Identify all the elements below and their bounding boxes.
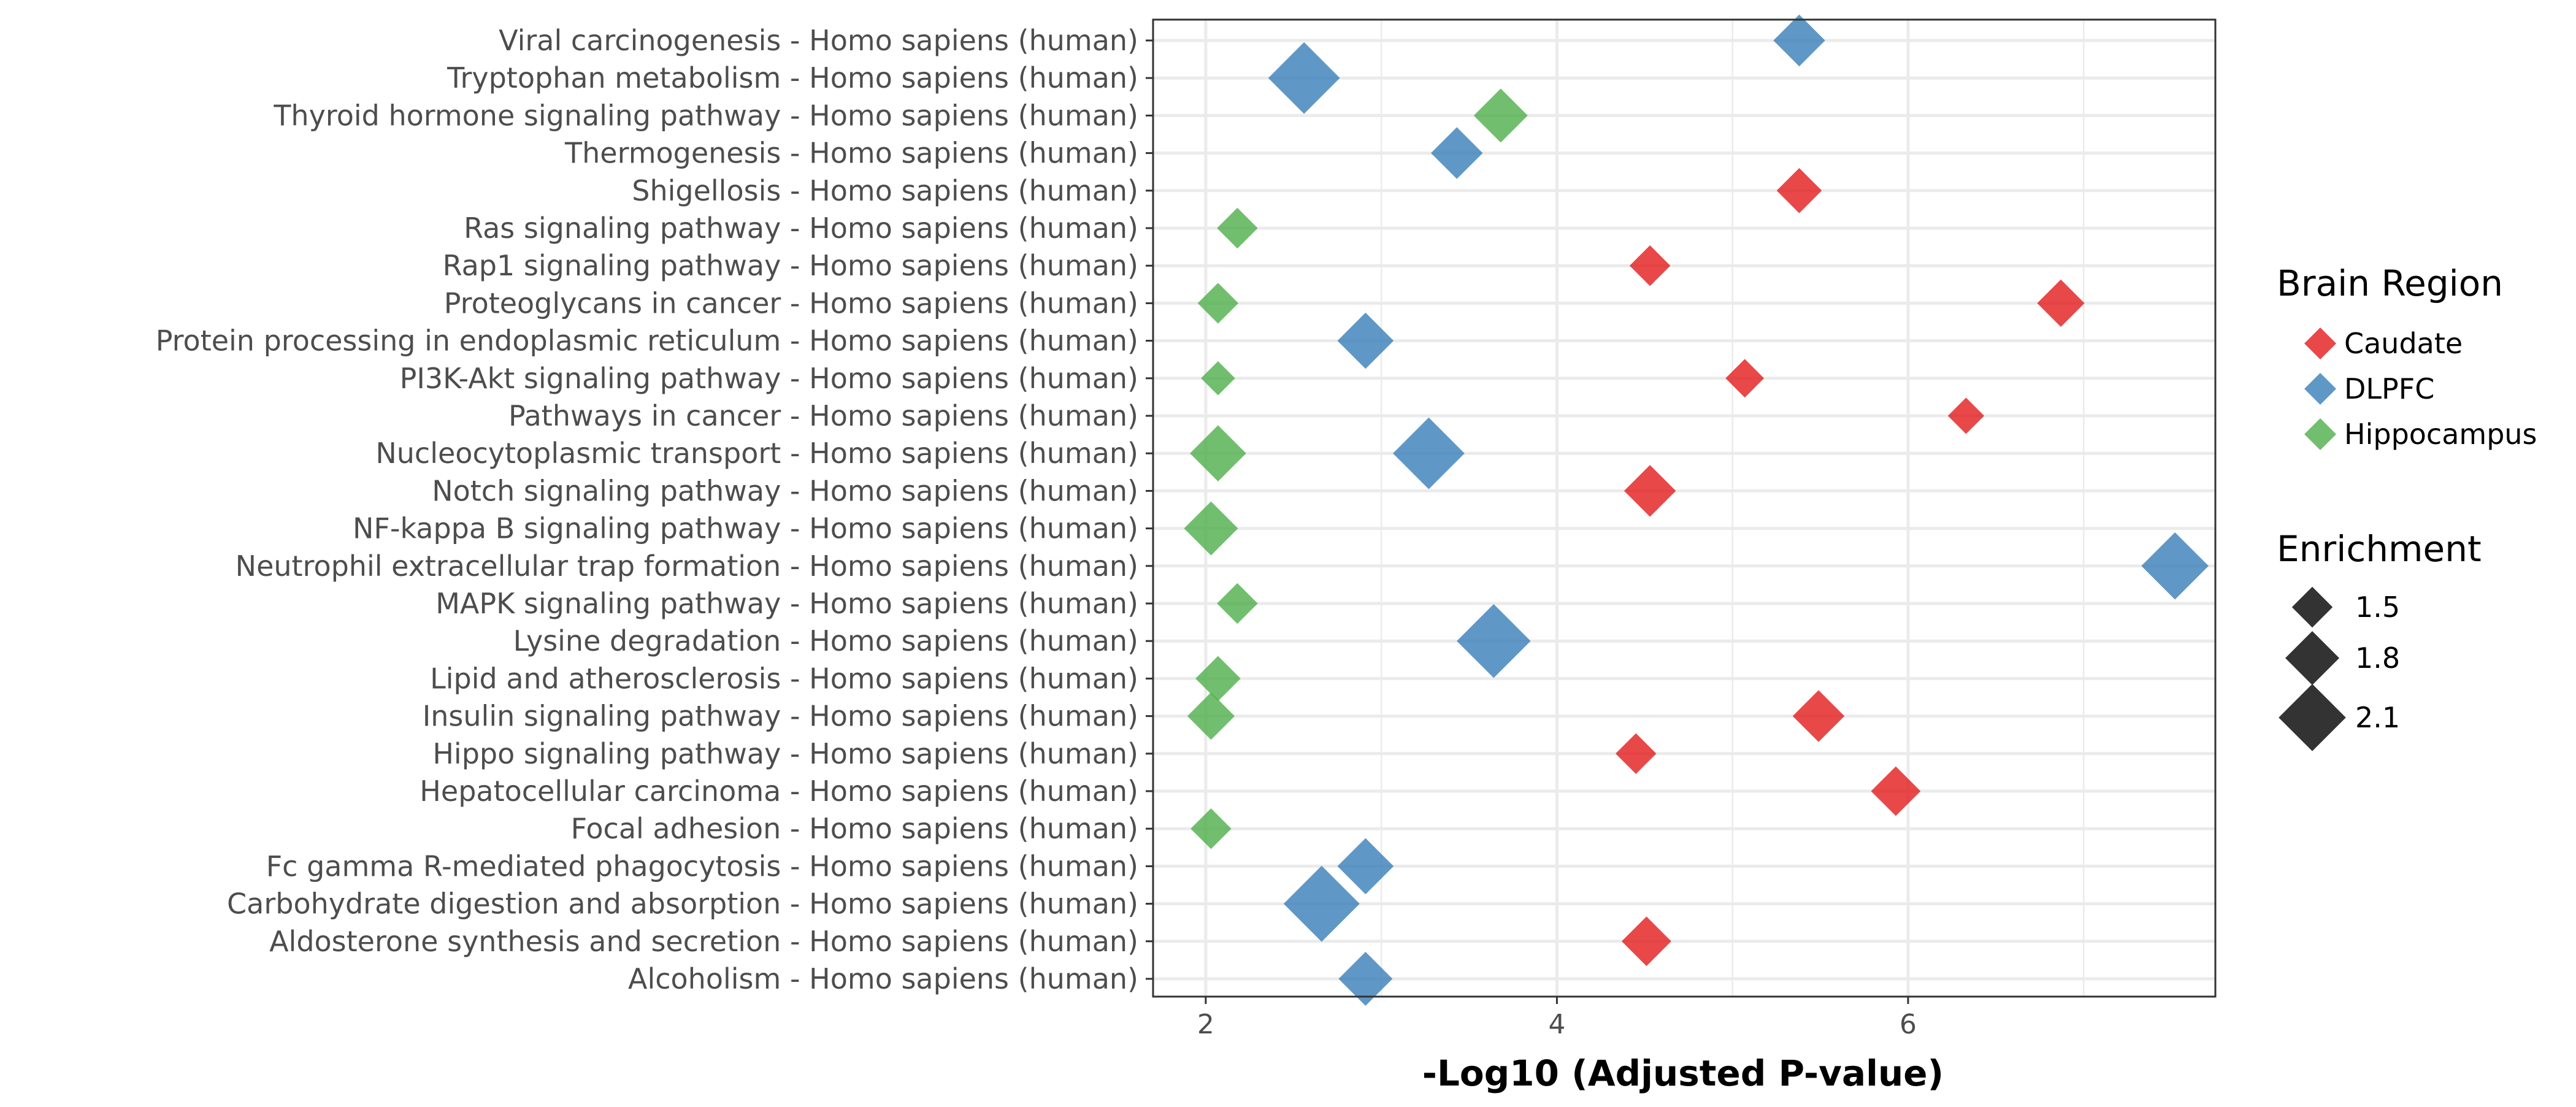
data-point-caudate xyxy=(1622,916,1671,967)
data-point-caudate xyxy=(1725,359,1765,398)
data-point-hippocampus xyxy=(1201,361,1235,396)
y-tick-label: Insulin signaling pathway - Homo sapiens… xyxy=(423,700,1138,733)
x-tick-label: 6 xyxy=(1899,1009,1917,1040)
data-point-dlpfc xyxy=(1337,312,1394,369)
y-tick-label: Aldosterone synthesis and secretion - Ho… xyxy=(269,925,1138,958)
data-point-hippocampus xyxy=(1190,425,1246,481)
data-point-hippocampus xyxy=(1187,692,1235,740)
x-tick-label: 4 xyxy=(1548,1009,1565,1040)
legend-key-hippocampus xyxy=(2304,418,2336,450)
data-point-caudate xyxy=(1871,766,1921,816)
data-point-caudate xyxy=(2037,279,2085,327)
panel-border xyxy=(1152,18,2217,998)
data-point-dlpfc xyxy=(1268,42,1340,114)
legend-key-caudate xyxy=(2304,328,2336,359)
y-tick-label: Fc gamma R-mediated phagocytosis - Homo … xyxy=(266,849,1138,883)
data-point-caudate xyxy=(1629,245,1671,286)
legend-size-label: 1.8 xyxy=(2355,642,2400,675)
data-point-dlpfc xyxy=(1338,952,1393,1006)
y-tick-label: MAPK signaling pathway - Homo sapiens (h… xyxy=(435,587,1138,620)
y-tick-label: Shigellosis - Homo sapiens (human) xyxy=(632,174,1138,207)
legend-size-label: 1.5 xyxy=(2355,591,2400,624)
data-points xyxy=(1184,14,2209,1006)
legend-size-key xyxy=(2285,631,2339,685)
legend-size-key xyxy=(2291,586,2333,628)
y-tick-label: Lipid and atherosclerosis - Homo sapiens… xyxy=(430,662,1138,695)
x-axis-ticks: 2 4 6 xyxy=(1197,997,1917,1040)
y-tick-label: Alcoholism - Homo sapiens (human) xyxy=(628,962,1138,995)
data-point-hippocampus xyxy=(1473,88,1528,143)
y-tick-label: Focal adhesion - Homo sapiens (human) xyxy=(571,812,1138,845)
data-point-hippocampus xyxy=(1195,656,1241,702)
y-tick-label: PI3K-Akt signaling pathway - Homo sapien… xyxy=(400,362,1138,395)
data-point-hippocampus xyxy=(1217,583,1258,624)
data-point-dlpfc xyxy=(2141,532,2209,600)
y-tick-label: Nucleocytoplasmic transport - Homo sapie… xyxy=(375,437,1138,470)
legend-size-key xyxy=(2279,684,2346,751)
plot-panel xyxy=(1153,20,2215,997)
panel-background xyxy=(1153,20,2215,997)
y-tick-label: Rap1 signaling pathway - Homo sapiens (h… xyxy=(443,249,1138,282)
legend-key-dlpfc xyxy=(2304,373,2336,405)
legend-label-hippocampus: Hippocampus xyxy=(2344,418,2537,451)
grid-lines xyxy=(1153,20,2215,997)
data-point-dlpfc xyxy=(1283,865,1360,942)
data-point-caudate xyxy=(1616,733,1657,774)
y-tick-label: Tryptophan metabolism - Homo sapiens (hu… xyxy=(447,61,1138,94)
data-point-hippocampus xyxy=(1197,283,1239,324)
y-tick-label: Notch signaling pathway - Homo sapiens (… xyxy=(432,474,1138,507)
legend-brain-region: Brain Region Caudate DLPFC Hippocampus xyxy=(2277,262,2537,451)
data-point-hippocampus xyxy=(1184,501,1238,556)
y-axis-labels: Viral carcinogenesis - Homo sapiens (hum… xyxy=(156,24,1153,995)
x-tick-label: 2 xyxy=(1197,1009,1214,1040)
y-tick-label: Ras signaling pathway - Homo sapiens (hu… xyxy=(464,212,1138,245)
y-tick-label: Hippo signaling pathway - Homo sapiens (… xyxy=(432,737,1138,770)
data-point-dlpfc xyxy=(1337,838,1394,895)
legend-enrichment: Enrichment 1.5 1.8 2.1 xyxy=(2277,528,2482,751)
y-tick-label: Lysine degradation - Homo sapiens (human… xyxy=(513,624,1138,657)
y-tick-label: Proteoglycans in cancer - Homo sapiens (… xyxy=(444,286,1138,320)
data-point-caudate xyxy=(1776,168,1822,213)
legend-size-label: 2.1 xyxy=(2355,701,2400,734)
legend-enrichment-title: Enrichment xyxy=(2277,528,2482,570)
y-tick-label: Carbohydrate digestion and absorption - … xyxy=(227,887,1138,921)
y-tick-label: Protein processing in endoplasmic reticu… xyxy=(156,324,1138,358)
data-point-caudate xyxy=(1623,465,1676,517)
y-tick-label: Thyroid hormone signaling pathway - Homo… xyxy=(273,99,1138,132)
y-tick-label: Hepatocellular carcinoma - Homo sapiens … xyxy=(420,775,1138,808)
data-point-dlpfc xyxy=(1431,127,1483,179)
data-point-dlpfc xyxy=(1773,14,1825,67)
legend-label-caudate: Caudate xyxy=(2344,327,2463,360)
y-tick-label: Pathways in cancer - Homo sapiens (human… xyxy=(508,399,1138,432)
y-tick-label: Neutrophil extracellular trap formation … xyxy=(236,550,1138,583)
data-point-caudate xyxy=(1792,690,1845,742)
legend-brain-region-title: Brain Region xyxy=(2277,262,2503,304)
data-point-dlpfc xyxy=(1457,604,1531,678)
y-tick-label: Thermogenesis - Homo sapiens (human) xyxy=(564,137,1138,170)
y-tick-label: NF-kappa B signaling pathway - Homo sapi… xyxy=(353,512,1138,545)
y-tick-label: Viral carcinogenesis - Homo sapiens (hum… xyxy=(499,24,1138,57)
data-point-caudate xyxy=(1947,397,1985,434)
data-point-hippocampus xyxy=(1217,207,1258,249)
legend-label-dlpfc: DLPFC xyxy=(2344,372,2434,405)
data-point-dlpfc xyxy=(1393,417,1465,489)
x-axis-title: -Log10 (Adjusted P-value) xyxy=(1422,1052,1944,1094)
data-point-hippocampus xyxy=(1190,808,1232,849)
panel-frame xyxy=(1152,18,2217,998)
